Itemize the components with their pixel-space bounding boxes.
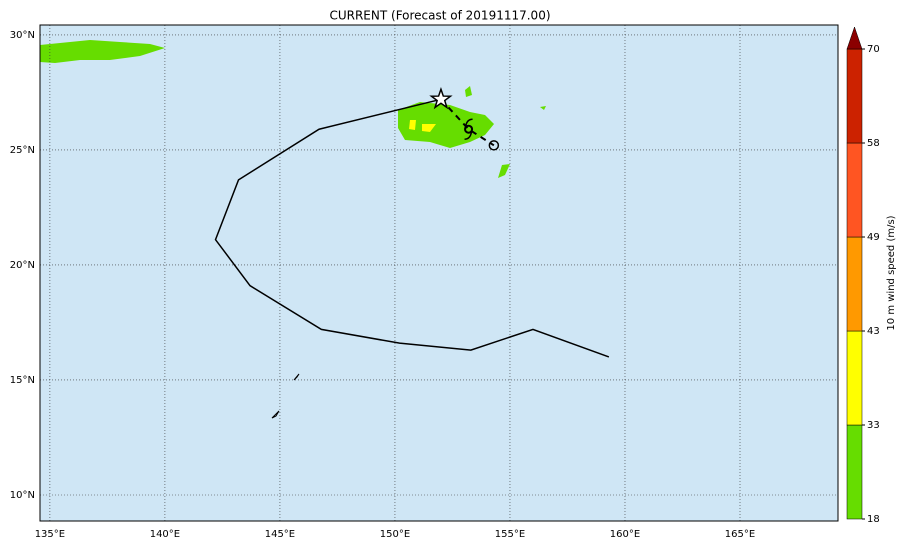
track-line xyxy=(214,98,610,358)
colorbar-label: 10 m wind speed (m/s) xyxy=(886,215,897,330)
y-tick-label: 15°N xyxy=(10,375,35,386)
colorbar-tick-label: 43 xyxy=(867,326,880,337)
y-tick-label: 30°N xyxy=(10,30,35,41)
map-frame xyxy=(39,24,839,522)
typhoon-arm xyxy=(464,118,473,140)
x-tick-label: 155°E xyxy=(495,529,525,540)
y-tick-label: 25°N xyxy=(10,145,35,156)
x-tick-label: 140°E xyxy=(150,529,180,540)
island xyxy=(271,373,300,419)
forecast-position xyxy=(488,140,500,151)
wind-swath-high xyxy=(409,120,436,132)
colorbar-tick-label: 58 xyxy=(867,138,880,149)
x-tick-label: 165°E xyxy=(725,529,755,540)
x-tick-label: 145°E xyxy=(265,529,295,540)
colorbar-segment xyxy=(846,424,863,520)
typhoon-symbol xyxy=(464,124,474,134)
colorbar-segment xyxy=(846,142,863,238)
colorbar-extension xyxy=(846,26,863,50)
colorbar-segment xyxy=(846,48,863,144)
colorbar-segment xyxy=(846,330,863,426)
y-tick-label: 10°N xyxy=(10,490,35,501)
colorbar-tick-label: 33 xyxy=(867,420,880,431)
current-position-star xyxy=(429,87,453,110)
y-tick-label: 20°N xyxy=(10,260,35,271)
x-tick-label: 160°E xyxy=(610,529,640,540)
x-tick-label: 135°E xyxy=(35,529,65,540)
colorbar-tick-label: 70 xyxy=(867,44,880,55)
x-tick-label: 150°E xyxy=(380,529,410,540)
colorbar-tick-label: 49 xyxy=(867,232,880,243)
colorbar-segment xyxy=(846,236,863,332)
chart-title: CURRENT (Forecast of 20191117.00) xyxy=(329,9,550,23)
forecast-line xyxy=(440,98,495,147)
colorbar-tick-label: 18 xyxy=(867,514,880,525)
